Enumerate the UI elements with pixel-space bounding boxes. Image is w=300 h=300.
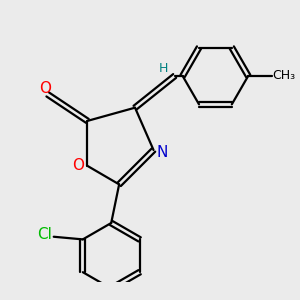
Text: Cl: Cl xyxy=(37,227,52,242)
Text: CH₃: CH₃ xyxy=(272,69,295,82)
Text: O: O xyxy=(72,158,84,173)
Text: H: H xyxy=(158,61,168,74)
Text: O: O xyxy=(39,81,51,96)
Text: N: N xyxy=(157,145,168,160)
